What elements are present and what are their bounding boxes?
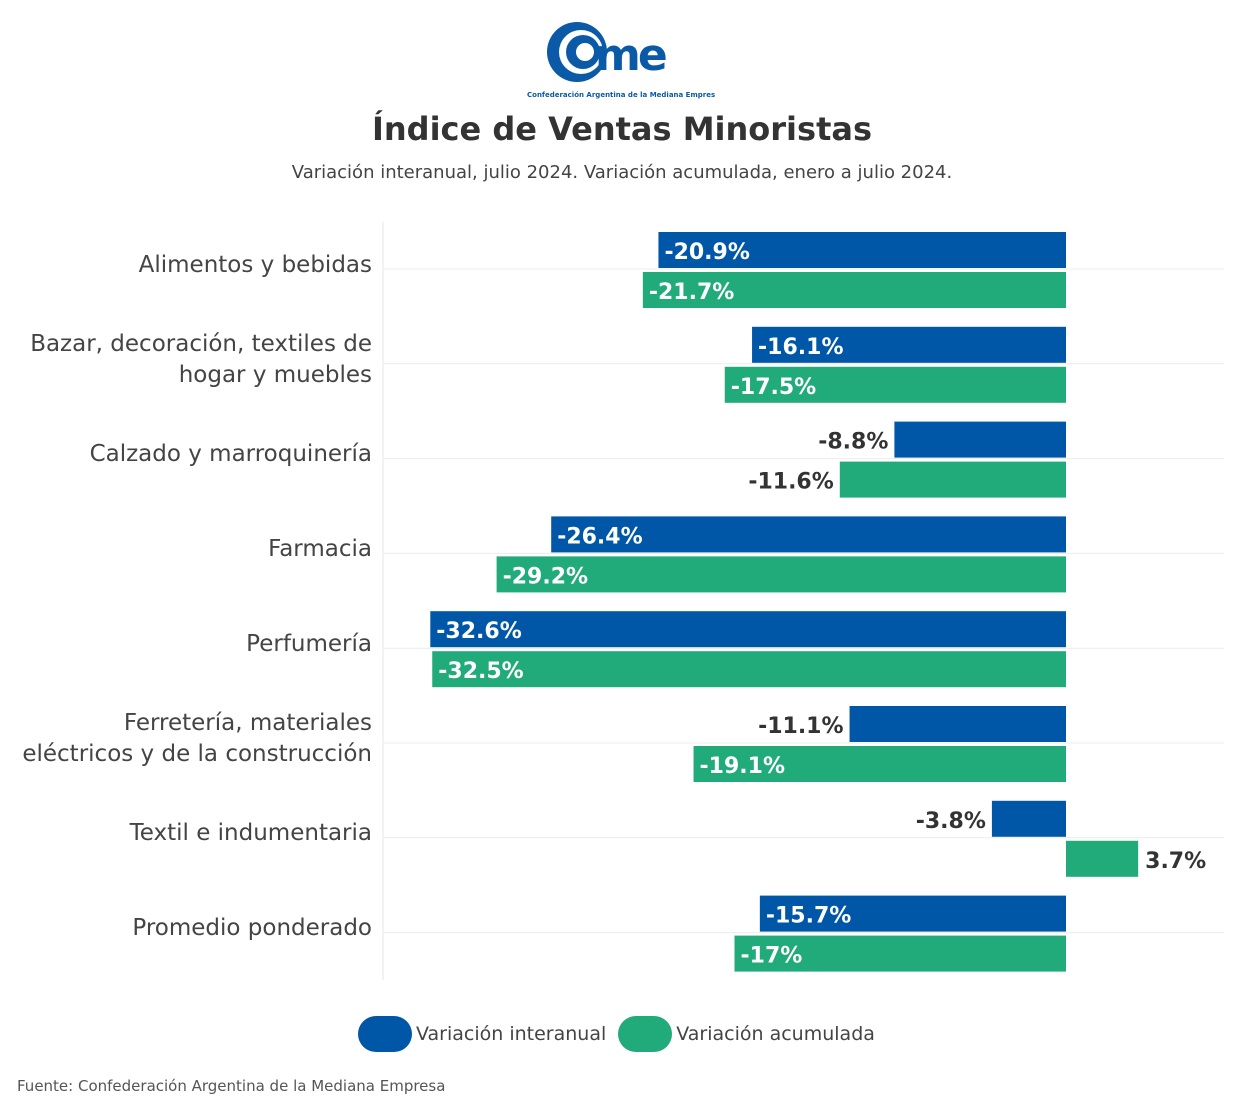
bar-chart: -20.9% -21.7% -16.1% -17.5% -8.8% -11.6% -26.4… bbox=[382, 222, 1224, 980]
legend-label-acumulada: Variación acumulada bbox=[676, 1023, 875, 1045]
bar-acumulada[interactable] bbox=[432, 651, 1066, 688]
bar-interanual[interactable] bbox=[752, 326, 1066, 363]
category-label-line: Perfumería bbox=[246, 630, 372, 657]
category-label-line: Farmacia bbox=[268, 535, 372, 562]
data-label: -20.9% bbox=[664, 240, 749, 265]
category-label: Ferretería, materiales eléctricos y de la… bbox=[2, 708, 372, 770]
category-label: Textil e indumentaria bbox=[2, 818, 372, 849]
legend-label-interanual: Variación interanual bbox=[416, 1023, 607, 1045]
bar-acumulada[interactable] bbox=[642, 272, 1066, 308]
logo-tagline: Confederación Argentina de la Mediana Em… bbox=[527, 91, 715, 99]
data-label: -32.6% bbox=[436, 619, 521, 644]
legend: Variación interanual Variación acumulada bbox=[358, 1016, 875, 1052]
data-label: -26.4% bbox=[557, 524, 642, 549]
bar-interanual[interactable] bbox=[894, 421, 1066, 458]
category-label: Alimentos y bebidas bbox=[2, 250, 372, 281]
legend-swatch-interanual[interactable] bbox=[358, 1016, 412, 1052]
category-label-line: eléctricos y de la construcción bbox=[22, 741, 372, 767]
data-label: -15.7% bbox=[766, 904, 851, 929]
category-label-line: Calzado y marroquinería bbox=[89, 441, 372, 468]
chart-subtitle: Variación interanual, julio 2024. Variac… bbox=[291, 162, 953, 183]
svg-text:me: me bbox=[595, 30, 666, 81]
category-label: Promedio ponderado bbox=[2, 913, 372, 944]
data-label: -11.1% bbox=[758, 714, 843, 739]
bar-interanual[interactable] bbox=[849, 706, 1066, 742]
data-label: -29.2% bbox=[503, 564, 588, 589]
bar-acumulada[interactable] bbox=[839, 461, 1066, 498]
data-label: -17% bbox=[741, 944, 803, 969]
bar-acumulada[interactable] bbox=[496, 556, 1067, 593]
data-label: -21.7% bbox=[649, 280, 734, 305]
category-label-line: hogar y muebles bbox=[178, 361, 372, 388]
category-label-line: Bazar, decoración, textiles de bbox=[30, 330, 372, 357]
data-label: -32.5% bbox=[438, 659, 523, 684]
data-label: -3.8% bbox=[916, 809, 986, 834]
bar-acumulada[interactable] bbox=[734, 935, 1067, 972]
category-label-line: Alimentos y bebidas bbox=[138, 251, 372, 278]
category-label: Perfumería bbox=[2, 629, 372, 660]
source-note: Fuente: Confederación Argentina de la Me… bbox=[17, 1077, 446, 1095]
category-label-line: Promedio ponderado bbox=[132, 915, 372, 942]
bar-interanual[interactable] bbox=[991, 800, 1066, 837]
legend-swatch-acumulada[interactable] bbox=[618, 1016, 673, 1052]
category-label-line: Textil e indumentaria bbox=[129, 820, 372, 847]
category-label-line: Ferretería, materiales bbox=[123, 710, 372, 736]
data-label: 3.7% bbox=[1145, 849, 1206, 874]
data-label: -17.5% bbox=[731, 375, 816, 400]
bar-interanual[interactable] bbox=[430, 611, 1066, 648]
bar-interanual[interactable] bbox=[551, 516, 1066, 553]
data-label: -11.6% bbox=[748, 470, 833, 495]
bar-acumulada[interactable] bbox=[693, 746, 1066, 782]
category-label: Calzado y marroquinería bbox=[2, 439, 372, 470]
bar-acumulada[interactable] bbox=[1066, 840, 1139, 877]
chart-title: Índice de Ventas Minoristas bbox=[371, 110, 872, 148]
category-label: Farmacia bbox=[2, 534, 372, 565]
data-label: -8.8% bbox=[818, 430, 888, 455]
data-label: -16.1% bbox=[758, 335, 843, 360]
bar-interanual[interactable] bbox=[759, 895, 1066, 932]
cme-logo: me Confederación Argentina de la Mediana… bbox=[527, 22, 715, 99]
bar-interanual[interactable] bbox=[658, 232, 1066, 268]
data-label: -19.1% bbox=[700, 754, 785, 779]
category-label: Bazar, decoración, textiles de hogar y mu… bbox=[2, 329, 372, 391]
bar-acumulada[interactable] bbox=[724, 366, 1066, 403]
